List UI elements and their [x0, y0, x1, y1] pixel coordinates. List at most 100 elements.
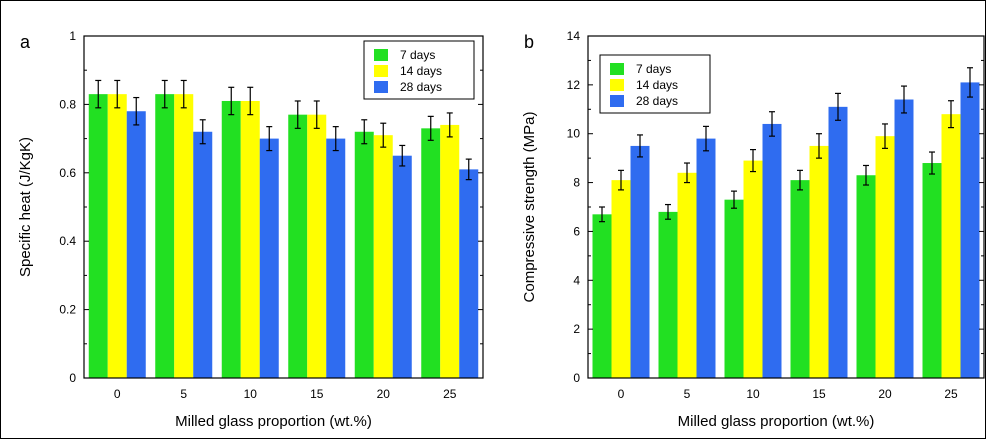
x-axis-title-a: Milled glass proportion (wt.%): [175, 413, 372, 430]
error-bar-b-7-days-5: [665, 203, 671, 220]
error-bar-a-14-days-25: [446, 112, 453, 138]
y-tick-label-b: 2: [573, 322, 580, 336]
bar-b-7-days-5: [658, 211, 678, 378]
error-bar-a-28-days-0: [133, 96, 140, 126]
error-bar-b-14-days-10: [750, 148, 756, 173]
legend-label: 7 days: [400, 48, 435, 62]
chart-panel-b: 0 2 4 6 8 10 12 14 0 5 10 15 20 25 Milled glass propor…: [521, 29, 985, 430]
bar-a-7-days-20: [354, 131, 374, 378]
y-axis-title-a: Specific heat (J/KgK): [17, 137, 34, 277]
bar-a-14-days-5: [174, 94, 194, 378]
error-bar-a-28-days-20: [399, 144, 406, 167]
error-bar-b-14-days-5: [684, 162, 690, 184]
bar-b-7-days-25: [922, 163, 942, 378]
bar-b-28-days-5: [696, 138, 716, 378]
error-bar-a-7-days-0: [95, 79, 102, 109]
bar-a-14-days-15: [307, 114, 327, 378]
error-bar-b-28-days-10: [769, 111, 775, 137]
bar-b-14-days-10: [743, 160, 763, 378]
error-bar-a-14-days-5: [180, 79, 187, 109]
error-bar-a-14-days-15: [313, 100, 320, 129]
bar-a-28-days-15: [326, 138, 346, 378]
error-bar-b-7-days-25: [929, 151, 935, 175]
x-tick-label-b: 10: [746, 387, 760, 401]
x-tick-label-b: 20: [878, 387, 892, 401]
bar-a-28-days-25: [459, 169, 479, 378]
x-tick-label-a: 10: [244, 387, 258, 401]
bar-a-7-days-25: [421, 128, 441, 378]
error-bar-a-14-days-10: [247, 86, 254, 116]
bar-b-28-days-15: [828, 106, 848, 378]
bar-a-14-days-0: [107, 94, 127, 378]
error-bar-b-7-days-10: [731, 190, 737, 209]
y-tick-label-a: 0: [69, 371, 76, 385]
error-bar-b-14-days-15: [816, 133, 822, 159]
bar-a-7-days-10: [221, 100, 241, 378]
error-bar-a-7-days-20: [361, 119, 368, 145]
x-tick-label-b: 25: [944, 387, 958, 401]
bar-a-14-days-20: [373, 135, 393, 378]
legend-label: 14 days: [400, 64, 442, 78]
bar-b-28-days-20: [894, 99, 914, 378]
error-bar-b-14-days-0: [618, 169, 624, 191]
legend-swatch-14-days: [610, 79, 624, 91]
bar-a-14-days-10: [240, 100, 260, 378]
x-tick-label-b: 0: [618, 387, 625, 401]
x-tick-label-b: 5: [684, 387, 691, 401]
x-tick-label-b: 15: [812, 387, 826, 401]
error-bar-a-7-days-10: [228, 86, 235, 116]
error-bar-a-28-days-25: [465, 158, 472, 181]
bar-b-7-days-10: [724, 199, 744, 378]
x-tick-label-a: 15: [310, 387, 324, 401]
bar-b-14-days-15: [809, 145, 829, 378]
legend-label: 14 days: [636, 78, 678, 92]
error-bar-b-28-days-20: [901, 85, 907, 114]
bar-b-28-days-0: [630, 145, 650, 378]
bar-b-14-days-25: [941, 114, 961, 379]
legend-label: 7 days: [636, 62, 671, 76]
error-bar-b-14-days-25: [948, 100, 954, 129]
bar-b-7-days-15: [790, 180, 810, 378]
bar-a-28-days-10: [259, 138, 279, 378]
error-bar-a-28-days-5: [199, 119, 206, 145]
y-tick-label-b: 4: [573, 273, 580, 287]
bar-a-28-days-0: [126, 111, 146, 379]
error-bar-a-7-days-15: [294, 100, 301, 129]
bar-a-28-days-5: [193, 131, 213, 378]
error-bar-b-7-days-0: [599, 206, 605, 223]
legend-swatch-14-days: [374, 65, 388, 77]
bar-b-14-days-20: [875, 136, 895, 378]
error-bar-a-7-days-5: [161, 79, 168, 109]
error-bar-b-28-days-25: [967, 67, 973, 98]
bar-a-7-days-5: [155, 94, 175, 378]
y-tick-label-a: 0.6: [59, 166, 76, 180]
bar-b-28-days-25: [960, 82, 980, 379]
y-tick-label-a: 0.2: [59, 303, 76, 317]
legend-swatch-28-days: [610, 95, 624, 107]
error-bar-b-7-days-20: [863, 164, 869, 186]
x-tick-label-a: 0: [114, 387, 121, 401]
bar-b-28-days-10: [762, 123, 782, 378]
y-tick-label-a: 0.4: [59, 234, 76, 248]
y-tick-label-b: 12: [567, 78, 581, 92]
y-tick-label-a: 0.8: [59, 97, 76, 111]
y-axis-title-b: Compressive strength (MPa): [521, 112, 538, 303]
error-bar-a-28-days-10: [266, 126, 273, 152]
legend-b: 7 days 14 days 28 days: [599, 54, 711, 114]
bar-a-14-days-25: [440, 124, 460, 378]
legend-a: 7 days 14 days 28 days: [363, 40, 475, 100]
legend-label: 28 days: [636, 94, 678, 108]
y-tick-label-b: 10: [567, 127, 581, 141]
x-axis-title-b: Milled glass proportion (wt.%): [678, 413, 875, 430]
panel-letter-b: b: [524, 32, 534, 52]
error-bar-a-14-days-20: [380, 122, 387, 148]
legend-swatch-7-days: [374, 49, 388, 61]
y-tick-label-b: 6: [573, 224, 580, 238]
bar-a-28-days-20: [392, 155, 412, 378]
x-tick-label-a: 20: [377, 387, 391, 401]
error-bar-b-14-days-20: [882, 123, 888, 149]
y-tick-label-b: 14: [567, 29, 581, 43]
error-bar-b-28-days-5: [703, 125, 709, 152]
